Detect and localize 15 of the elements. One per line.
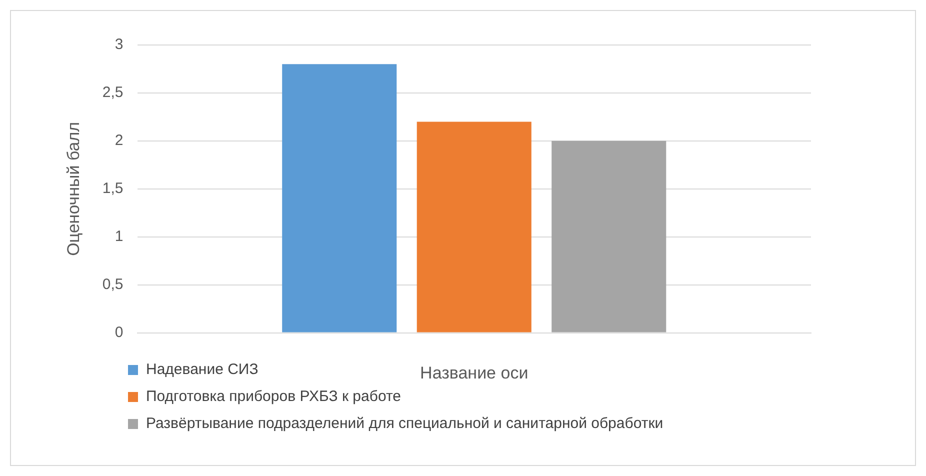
legend-label: Надевание СИЗ [146,361,258,378]
bar [552,140,666,332]
legend-label: Развёртывание подразделений для специальной и санитарной обработки [146,415,664,432]
x-axis-title: Название оси [420,363,528,382]
y-tick-label: 2 [114,132,124,150]
bar [282,64,397,332]
y-tick-label: 1,5 [102,180,124,198]
y-tick-label: 1 [114,228,124,246]
y-tick-label: 0 [114,324,124,341]
y-tick-label: 3 [114,36,124,54]
bar [416,122,532,332]
y-axis-title: Оценочный балл [64,122,83,256]
y-tick-label: 2,5 [102,84,124,102]
y-tick-label: 0,5 [102,276,124,293]
legend-label: Подготовка приборов РХБЗ к работе [146,388,402,405]
